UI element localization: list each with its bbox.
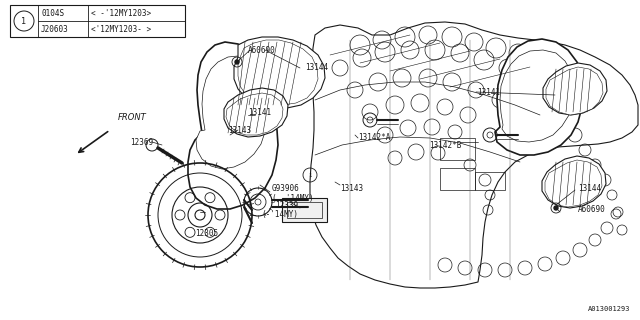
- Bar: [287, 202, 322, 218]
- Text: J20603: J20603: [41, 25, 68, 34]
- Text: 12369: 12369: [130, 138, 153, 147]
- Polygon shape: [238, 40, 318, 105]
- Polygon shape: [196, 56, 267, 169]
- Polygon shape: [226, 93, 283, 135]
- Text: 13144: 13144: [305, 62, 328, 71]
- Polygon shape: [188, 42, 278, 209]
- Polygon shape: [234, 37, 325, 108]
- Text: 13141: 13141: [477, 87, 500, 97]
- Text: 1: 1: [308, 172, 312, 178]
- Polygon shape: [546, 67, 603, 115]
- Bar: [440, 138, 475, 160]
- Text: (-'14MY): (-'14MY): [261, 211, 298, 220]
- Text: 12305: 12305: [195, 229, 218, 238]
- Polygon shape: [545, 160, 602, 207]
- Text: <'12MY1203- >: <'12MY1203- >: [91, 25, 151, 34]
- Text: FRONT: FRONT: [118, 113, 147, 122]
- Text: 13141: 13141: [248, 108, 271, 116]
- Circle shape: [554, 206, 558, 210]
- Text: 13143: 13143: [228, 125, 251, 134]
- Bar: [475, 172, 505, 190]
- Text: G93906: G93906: [272, 183, 300, 193]
- Polygon shape: [310, 22, 638, 288]
- Polygon shape: [495, 39, 584, 155]
- Polygon shape: [542, 156, 606, 208]
- Text: 0104S: 0104S: [41, 9, 64, 18]
- Circle shape: [235, 60, 239, 64]
- Text: 13144: 13144: [578, 183, 601, 193]
- Text: 13142*A: 13142*A: [358, 132, 390, 141]
- Text: 13142*B: 13142*B: [429, 140, 461, 149]
- Bar: [440, 168, 475, 190]
- Text: A60690: A60690: [248, 45, 276, 54]
- Bar: [10, 5, 185, 37]
- Polygon shape: [224, 88, 288, 137]
- Text: 13143: 13143: [340, 183, 363, 193]
- Text: ( -'14MY): ( -'14MY): [272, 194, 314, 203]
- Polygon shape: [500, 50, 574, 142]
- Text: 12339: 12339: [275, 201, 298, 210]
- Bar: [282, 198, 327, 222]
- Text: A013001293: A013001293: [588, 306, 630, 312]
- Polygon shape: [543, 63, 607, 115]
- Text: A60690: A60690: [578, 205, 605, 214]
- Text: 1: 1: [22, 17, 26, 26]
- Text: < -'12MY1203>: < -'12MY1203>: [91, 9, 151, 18]
